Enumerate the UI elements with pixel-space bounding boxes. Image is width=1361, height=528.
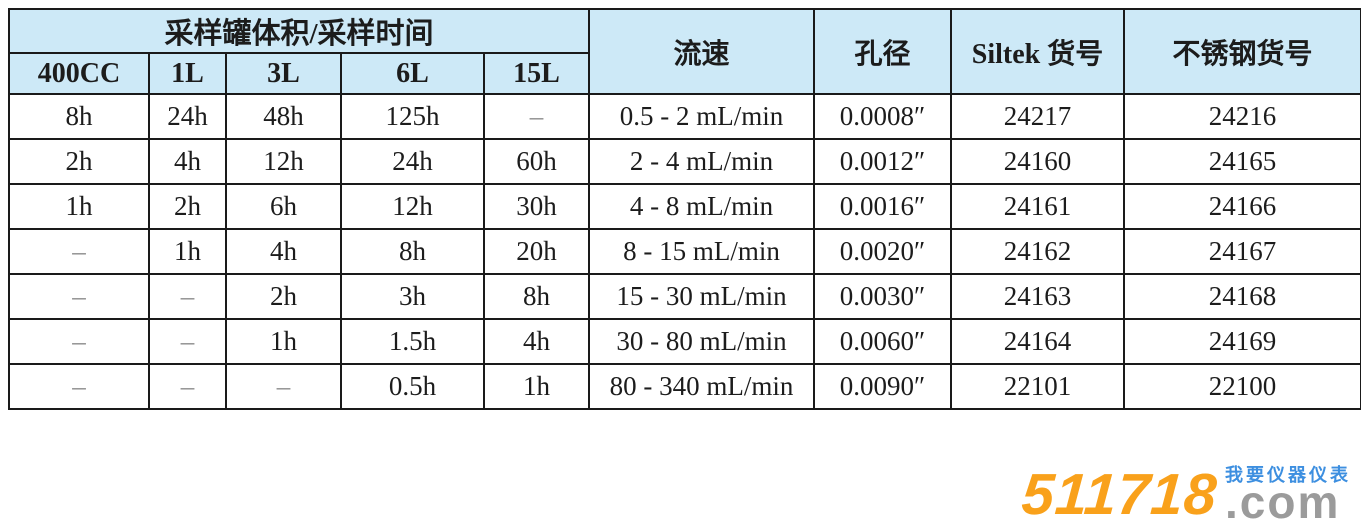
table-cell: 2 - 4 mL/min	[588, 138, 815, 185]
table-cell: 8h	[8, 93, 150, 140]
table-cell: 22101	[950, 363, 1125, 410]
table-cell: 4h	[225, 228, 342, 275]
table-cell: 3h	[340, 273, 485, 320]
table-cell: 125h	[340, 93, 485, 140]
header-volume-time-group: 采样罐体积/采样时间	[8, 8, 590, 54]
table-cell: 0.5 - 2 mL/min	[588, 93, 815, 140]
header-volume-15l: 15L	[483, 52, 590, 95]
table-cell: 12h	[225, 138, 342, 185]
table-cell: 8h	[340, 228, 485, 275]
table-row: 8h 24h 48h 125h – 0.5 - 2 mL/min 0.0008″…	[8, 93, 1361, 140]
table-cell: –	[8, 318, 150, 365]
table-cell: –	[148, 318, 227, 365]
logo-domain-suffix: .com	[1225, 475, 1341, 528]
table-row: 1h 2h 6h 12h 30h 4 - 8 mL/min 0.0016″ 24…	[8, 183, 1361, 230]
header-flow-rate: 流速	[588, 8, 815, 95]
table-row: – 1h 4h 8h 20h 8 - 15 mL/min 0.0020″ 241…	[8, 228, 1361, 275]
table-cell: 30h	[483, 183, 590, 230]
logo-right-block: 我要仪器仪表 .com	[1225, 464, 1351, 528]
table-cell: 24164	[950, 318, 1125, 365]
table-cell: 22100	[1123, 363, 1361, 410]
table-cell: 24217	[950, 93, 1125, 140]
table-cell: 1.5h	[340, 318, 485, 365]
header-stainless-part-number: 不锈钢货号	[1123, 8, 1361, 95]
table-cell: 2h	[148, 183, 227, 230]
table-cell: 60h	[483, 138, 590, 185]
table-cell: 15 - 30 mL/min	[588, 273, 815, 320]
table-cell: 24216	[1123, 93, 1361, 140]
table-cell: 4 - 8 mL/min	[588, 183, 815, 230]
table-cell: 0.5h	[340, 363, 485, 410]
table-cell: –	[8, 273, 150, 320]
table-cell: 24168	[1123, 273, 1361, 320]
table-cell: 24169	[1123, 318, 1361, 365]
table-cell: 80 - 340 mL/min	[588, 363, 815, 410]
table-cell: 6h	[225, 183, 342, 230]
table-cell: 12h	[340, 183, 485, 230]
table-cell: 2h	[225, 273, 342, 320]
table-cell: –	[148, 273, 227, 320]
table-cell: 1h	[8, 183, 150, 230]
logo-tagline: 我要仪器仪表	[1225, 464, 1351, 485]
header-pore-size: 孔径	[813, 8, 952, 95]
table-cell: 2h	[8, 138, 150, 185]
table-cell: –	[8, 363, 150, 410]
table-row: – – 2h 3h 8h 15 - 30 mL/min 0.0030″ 2416…	[8, 273, 1361, 320]
table-cell: –	[148, 363, 227, 410]
table-cell: 8 - 15 mL/min	[588, 228, 815, 275]
table-cell: 0.0060″	[813, 318, 952, 365]
table-cell: 30 - 80 mL/min	[588, 318, 815, 365]
table-row: 2h 4h 12h 24h 60h 2 - 4 mL/min 0.0012″ 2…	[8, 138, 1361, 185]
logo-brand-number: 511718	[1019, 462, 1220, 528]
table-cell: 24167	[1123, 228, 1361, 275]
header-volume-400cc: 400CC	[8, 52, 150, 95]
table-cell: 1h	[483, 363, 590, 410]
header-volume-6l: 6L	[340, 52, 485, 95]
table-cell: 8h	[483, 273, 590, 320]
table-row: – – – 0.5h 1h 80 - 340 mL/min 0.0090″ 22…	[8, 363, 1361, 410]
table-cell: –	[225, 363, 342, 410]
header-volume-3l: 3L	[225, 52, 342, 95]
table-cell: 4h	[483, 318, 590, 365]
table-cell: 24162	[950, 228, 1125, 275]
table-cell: 0.0012″	[813, 138, 952, 185]
site-logo[interactable]: 511718 我要仪器仪表 .com	[1019, 462, 1351, 528]
table-cell: 24h	[148, 93, 227, 140]
table-cell: 0.0008″	[813, 93, 952, 140]
sampling-spec-table: 采样罐体积/采样时间 流速 孔径 Siltek 货号 不锈钢货号 400CC 1…	[8, 8, 1361, 410]
table-cell: 24h	[340, 138, 485, 185]
table-cell: 0.0016″	[813, 183, 952, 230]
table-cell: 1h	[148, 228, 227, 275]
table-cell: 0.0030″	[813, 273, 952, 320]
table-cell: 24161	[950, 183, 1125, 230]
table-cell: –	[483, 93, 590, 140]
table-cell: –	[8, 228, 150, 275]
header-siltek-part-number: Siltek 货号	[950, 8, 1125, 95]
header-volume-1l: 1L	[148, 52, 227, 95]
table-cell: 0.0090″	[813, 363, 952, 410]
table-cell: 1h	[225, 318, 342, 365]
table-cell: 48h	[225, 93, 342, 140]
table-cell: 24165	[1123, 138, 1361, 185]
table-row: – – 1h 1.5h 4h 30 - 80 mL/min 0.0060″ 24…	[8, 318, 1361, 365]
table-cell: 4h	[148, 138, 227, 185]
table-cell: 24160	[950, 138, 1125, 185]
table-cell: 20h	[483, 228, 590, 275]
table-cell: 24166	[1123, 183, 1361, 230]
table-cell: 24163	[950, 273, 1125, 320]
table-cell: 0.0020″	[813, 228, 952, 275]
